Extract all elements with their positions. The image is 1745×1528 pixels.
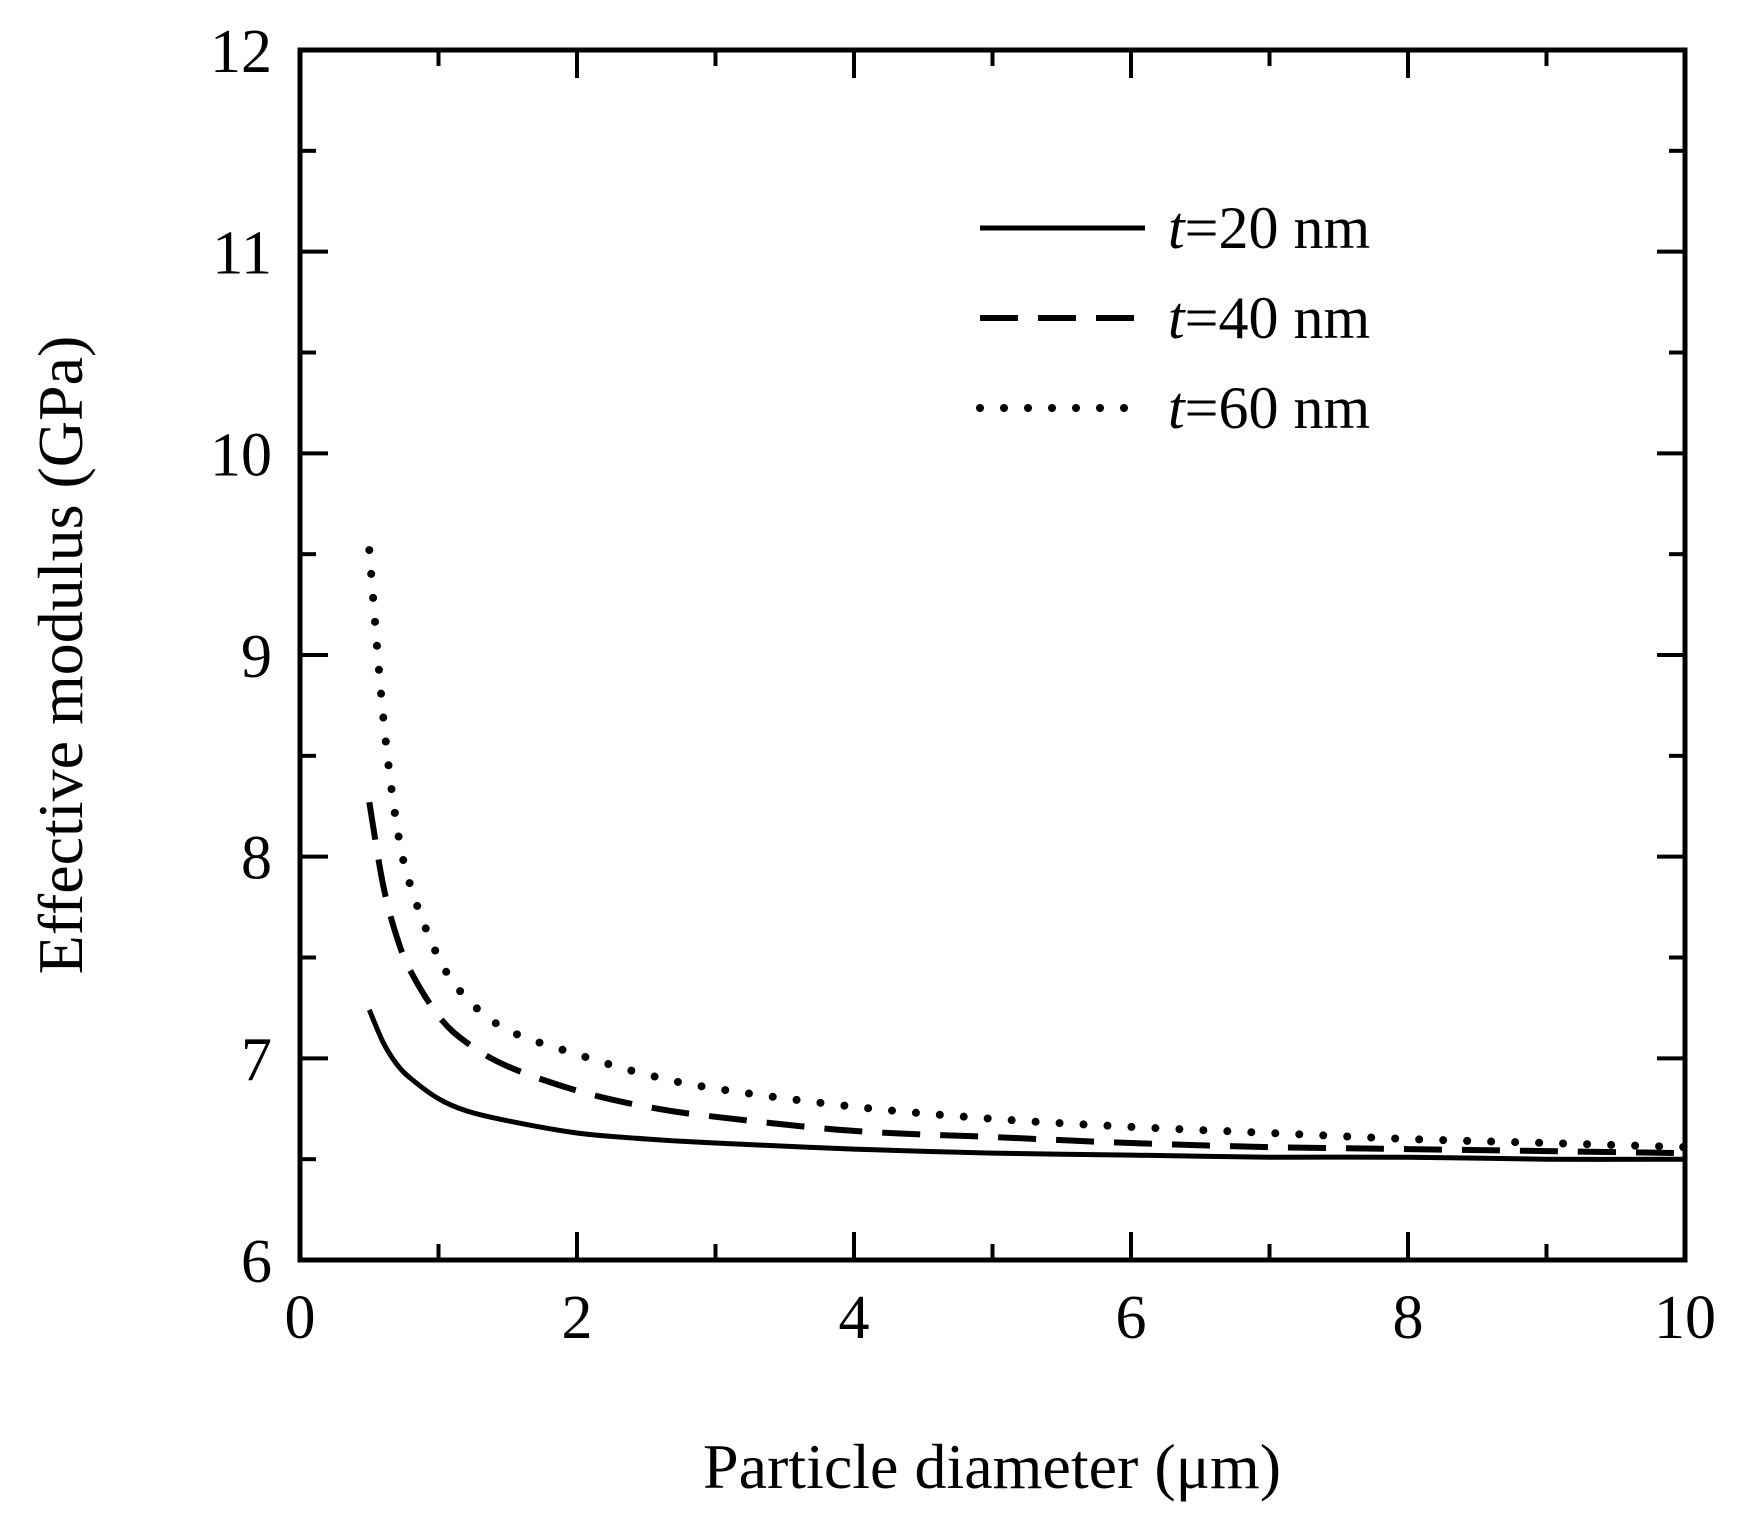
legend-label-rest: =60 nm (1185, 375, 1371, 441)
legend-label-2: t=40 nm (1168, 285, 1370, 351)
y-tick-label: 7 (241, 1026, 272, 1094)
plot-frame (297, 47, 1688, 1263)
x-tick-label: 8 (1393, 1284, 1424, 1352)
y-tick-label: 12 (210, 18, 272, 86)
legend-label-rest: =20 nm (1185, 195, 1371, 261)
legend-label-3: t=60 nm (1168, 375, 1370, 441)
x-tick-label: 0 (285, 1284, 316, 1352)
y-tick-label: 9 (241, 623, 272, 691)
legend-label-var: t (1168, 195, 1186, 261)
series-line-3 (365, 546, 1689, 1152)
x-tick-label: 6 (1116, 1284, 1147, 1352)
legend-label-rest: =40 nm (1185, 285, 1371, 351)
axis-ticks: 0 2 4 6 8 10 6 7 8 9 10 11 12 (210, 18, 1716, 1352)
legend: t=20 nmt=40 nmt=60 nm (976, 195, 1370, 441)
x-tick-label: 10 (1654, 1284, 1716, 1352)
y-tick-label: 6 (241, 1228, 272, 1296)
y-tick-label: 10 (210, 421, 272, 489)
y-tick-label: 11 (212, 220, 272, 288)
series-layer (365, 546, 1689, 1162)
x-tick-label: 2 (562, 1284, 593, 1352)
x-tick-label: 4 (839, 1284, 870, 1352)
series-line-1 (366, 1008, 1686, 1162)
y-axis-title: Effective modulus (GPa) (25, 336, 96, 975)
legend-label-var: t (1168, 375, 1186, 441)
x-axis-title: Particle diameter (μm) (703, 1431, 1281, 1502)
y-tick-label: 8 (241, 825, 272, 893)
series-line-2 (366, 801, 1686, 1157)
legend-label-1: t=20 nm (1168, 195, 1370, 261)
legend-label-var: t (1168, 285, 1186, 351)
